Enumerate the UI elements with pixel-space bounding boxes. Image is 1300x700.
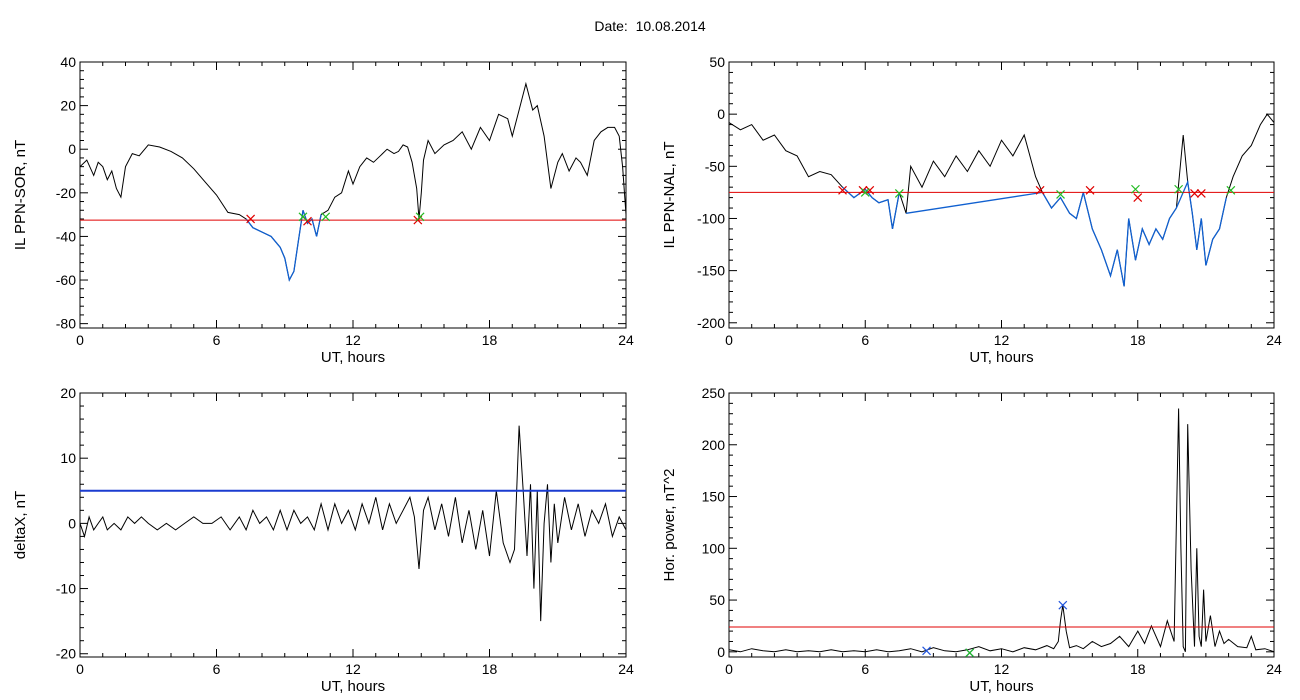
marker-green-cross [321,212,331,222]
y-tick-label: 20 [60,98,76,114]
x-tick-label: 0 [76,332,84,348]
date-label: Date: [594,18,628,34]
marker-red-cross [1035,185,1045,195]
y-axis-label: IL PPN-SOR, nT [12,140,29,250]
x-axis-label: UT, hours [321,678,385,695]
marker-green-cross [860,187,870,197]
signal-series-line [729,113,1274,287]
y-tick-label: 0 [717,106,725,122]
panel-deltax: 0 6 12 18 24 20 10 0 -10 -20 UT, hours deltaX, nT [12,385,634,695]
x-tick-label: 12 [345,332,361,348]
marker-green-cross [1131,184,1140,194]
x-tick-label: 12 [994,661,1010,677]
marker-green-cross [965,648,975,657]
x-axis-label: UT, hours [321,349,385,366]
y-tick-label: 150 [702,489,726,505]
y-tick-label: -20 [56,646,76,662]
y-tick-label: 0 [68,141,76,157]
panel-hor-power: 0 6 12 18 24 250 200 150 100 50 0 UT, hours Hor. pow… [661,385,1282,695]
x-tick-label: 24 [1266,332,1282,348]
x-tick-label: 12 [345,661,361,677]
x-tick-label: 24 [1266,661,1282,677]
marker-green-cross [1056,190,1065,199]
marker-blue-cross [1058,600,1068,610]
plot-area [80,81,626,282]
marker-red-cross [1085,185,1095,195]
x-tick-label: 24 [618,332,634,348]
figure-header: Date: 10.08.2014 [0,18,1300,34]
date-value: 10.08.2014 [635,18,706,34]
x-tick-label: 0 [725,661,733,677]
x-tick-label: 12 [994,332,1010,348]
marker-green-cross [1174,184,1184,194]
y-tick-label: 200 [702,437,726,453]
x-axis-label: UT, hours [969,349,1033,366]
y-axis-label: IL PPN-NAL, nT [661,142,678,249]
marker-red-cross [246,214,256,224]
y-tick-label: 0 [68,515,76,531]
signal-series-line [80,425,626,622]
marker-red-cross [1196,189,1206,198]
x-axis-label: UT, hours [969,678,1033,695]
y-tick-label: 40 [60,54,76,70]
y-tick-label: 50 [709,592,725,608]
marker-green-cross [1226,185,1236,195]
y-tick-label: -10 [56,581,76,597]
y-tick-label: 20 [60,385,76,401]
marker-red-cross [865,185,875,195]
x-tick-label: 0 [76,661,84,677]
y-tick-label: -150 [697,263,725,279]
marker-red-cross [1133,193,1143,203]
signal-series-line [80,81,626,282]
plot-frame [728,392,1275,658]
panel-il-ppn-sor: 0 6 12 18 24 40 20 0 -20 -40 -60 -80 UT, hours IL PPN… [12,54,634,366]
x-tick-label: 24 [618,661,634,677]
signal-series-line [729,408,1274,653]
x-tick-label: 6 [861,661,869,677]
plot-frame [79,61,627,329]
y-tick-label: -200 [697,315,725,331]
marker-green-cross [894,189,904,198]
marker-red-cross [1190,189,1199,198]
x-tick-label: 18 [482,332,498,348]
y-tick-label: -40 [56,228,76,244]
x-tick-label: 18 [1130,661,1146,677]
x-tick-label: 18 [482,661,498,677]
marker-blue-cross [922,646,931,656]
y-tick-label: -20 [56,185,76,201]
y-axis-label: deltaX, nT [12,491,29,559]
y-tick-label: 50 [709,54,725,70]
y-tick-label: -60 [56,272,76,288]
highlight-series-line [842,179,1227,287]
x-tick-label: 18 [1130,332,1146,348]
x-tick-label: 6 [213,332,221,348]
y-tick-label: 0 [717,644,725,660]
x-tick-label: 6 [861,332,869,348]
marker-red-cross [838,185,847,195]
panel-il-ppn-nal: 0 6 12 18 24 50 0 -50 -100 -150 -200 UT, hours IL PP… [661,54,1282,366]
plot-area [729,113,1274,287]
plot-area [729,408,1274,657]
marker-green-cross [298,212,308,222]
highlight-series-line [245,210,322,282]
y-tick-label: -80 [56,316,76,332]
marker-green-cross [415,212,425,222]
y-tick-label: -100 [697,210,725,226]
y-tick-label: 100 [702,540,726,556]
y-tick-label: -50 [705,158,725,174]
y-tick-label: 250 [702,385,726,401]
plot-area [80,425,626,622]
y-tick-label: 10 [60,450,76,466]
x-tick-label: 6 [213,661,221,677]
y-axis-label: Hor. power, nT^2 [661,469,678,582]
x-tick-label: 0 [725,332,733,348]
